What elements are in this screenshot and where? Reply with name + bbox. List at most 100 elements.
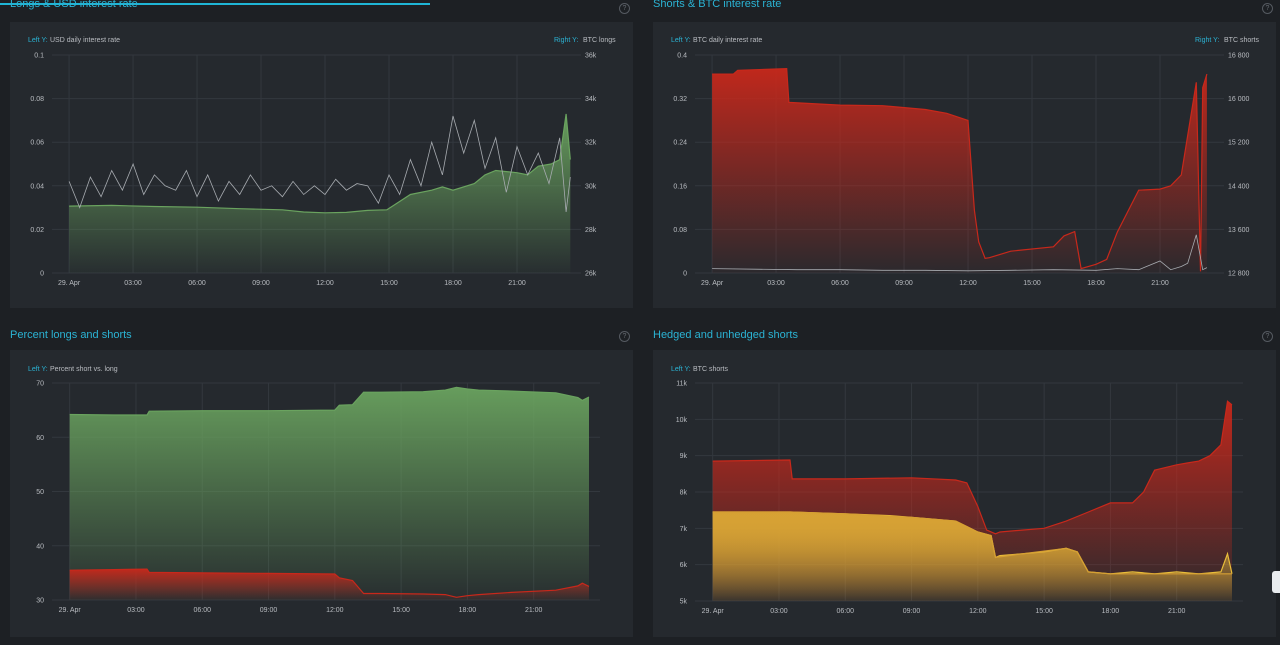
series-line-usd-daily-interest-rate	[68, 115, 571, 213]
x-tick-label: 18:00	[1087, 280, 1105, 287]
x-tick-label: 15:00	[1035, 608, 1053, 615]
y-right-tick-label: 28k	[585, 227, 597, 234]
y-right-tick-label: 14 400	[1228, 183, 1250, 190]
x-tick-label: 21:00	[508, 280, 526, 287]
y-left-tick-label: 40	[36, 543, 44, 550]
left-axis-label: BTC daily interest rate	[693, 37, 762, 44]
help-icon[interactable]: ?	[619, 3, 630, 14]
y-left-tick-label: 10k	[676, 417, 688, 424]
y-left-tick-label: 0.04	[30, 183, 44, 190]
y-left-tick-label: 70	[36, 381, 44, 388]
left-axis-label: BTC shorts	[693, 366, 729, 373]
y-right-tick-label: 13 600	[1228, 227, 1250, 234]
x-tick-label: 12:00	[316, 280, 334, 287]
y-right-tick-label: 34k	[585, 96, 597, 103]
y-left-tick-label: 0.08	[673, 227, 687, 234]
right-axis-key: Right Y:	[554, 37, 578, 44]
section-title-shorts-btc: Shorts & BTC interest rate	[653, 0, 782, 10]
y-left-tick-label: 7k	[680, 526, 688, 533]
x-tick-label: 09:00	[252, 280, 270, 287]
series-line-percent-short	[69, 568, 590, 598]
chart-panel-hedged: Left Y: BTC shorts 5k 6k 7k 8k 9k 10k 11k 29. A…	[653, 350, 1276, 637]
chart-panel-longs-usd: Left Y: USD daily interest rate Right Y:…	[10, 22, 633, 308]
x-tick-label: 09:00	[903, 608, 921, 615]
y-left-tick-label: 0.24	[673, 140, 687, 147]
section-title-longs-usd: Longs & USD interest rate	[10, 0, 138, 10]
chart-panel-percent: Left Y: Percent short vs. long 30 40 50 60 7…	[10, 350, 633, 637]
x-tick-label: 18:00	[459, 607, 477, 614]
x-tick-label: 15:00	[392, 607, 410, 614]
series-line-hedged-shorts	[712, 511, 1232, 575]
left-axis-key: Left Y:	[671, 366, 691, 373]
y-left-tick-label: 30	[36, 598, 44, 605]
x-tick-label: 29. Apr	[701, 280, 724, 287]
y-left-tick-label: 0	[40, 271, 44, 278]
x-tick-label: 12:00	[959, 280, 977, 287]
y-right-tick-label: 32k	[585, 140, 597, 147]
y-left-tick-label: 0.1	[34, 53, 44, 60]
active-tab-indicator	[0, 3, 430, 5]
y-left-tick-label: 11k	[676, 381, 687, 388]
y-left-tick-label: 50	[36, 489, 44, 496]
x-tick-label: 03:00	[770, 608, 788, 615]
chart-shorts-btc: Left Y: BTC daily interest rate Right Y:…	[671, 37, 1260, 287]
left-axis-key: Left Y:	[28, 366, 48, 373]
y-left-tick-label: 0.16	[673, 183, 687, 190]
x-tick-label: 03:00	[127, 607, 145, 614]
x-tick-label: 21:00	[525, 607, 543, 614]
series-line-percent-long	[69, 386, 590, 416]
x-tick-label: 06:00	[193, 607, 211, 614]
x-tick-label: 12:00	[326, 607, 344, 614]
x-tick-label: 09:00	[260, 607, 278, 614]
chart-hedged: Left Y: BTC shorts 5k 6k 7k 8k 9k 10k 11k 29. A…	[671, 366, 1243, 615]
x-tick-label: 12:00	[969, 608, 987, 615]
y-left-tick-label: 60	[36, 435, 44, 442]
chart-panel-shorts-btc: Left Y: BTC daily interest rate Right Y:…	[653, 22, 1276, 308]
y-left-tick-label: 0.4	[677, 53, 687, 60]
right-axis-label: BTC longs	[583, 37, 616, 44]
series-area-percent-long	[69, 387, 589, 600]
x-tick-label: 29. Apr	[702, 608, 725, 615]
right-axis-label: BTC shorts	[1224, 37, 1260, 44]
y-right-tick-label: 12 800	[1228, 271, 1250, 278]
x-tick-label: 15:00	[1023, 280, 1041, 287]
help-icon[interactable]: ?	[619, 331, 630, 342]
y-left-tick-label: 0.02	[30, 227, 44, 234]
x-tick-label: 18:00	[444, 280, 462, 287]
y-right-tick-label: 30k	[585, 183, 597, 190]
x-tick-label: 06:00	[836, 608, 854, 615]
x-tick-label: 03:00	[767, 280, 785, 287]
series-area-hedged-shorts	[712, 512, 1232, 601]
x-tick-label: 21:00	[1151, 280, 1169, 287]
section-title-hedged: Hedged and unhedged shorts	[653, 329, 798, 341]
y-left-tick-label: 8k	[680, 490, 688, 497]
series-line-btc-shorts	[712, 67, 1208, 272]
y-right-tick-label: 16 800	[1228, 53, 1250, 60]
x-tick-label: 29. Apr	[58, 280, 81, 287]
side-scroll-tab[interactable]	[1272, 571, 1280, 593]
y-left-tick-label: 0.08	[30, 96, 44, 103]
series-area-percent-short	[69, 569, 589, 600]
series-area-btc-shorts	[712, 68, 1207, 273]
y-left-tick-label: 9k	[680, 453, 688, 460]
x-tick-label: 06:00	[188, 280, 206, 287]
series-line-total-shorts	[712, 400, 1233, 535]
y-left-tick-label: 5k	[680, 599, 688, 606]
section-title-percent: Percent longs and shorts	[10, 329, 132, 341]
y-left-tick-label: 0.06	[30, 140, 44, 147]
chart-longs-usd: Left Y: USD daily interest rate Right Y:…	[28, 37, 616, 287]
x-tick-label: 21:00	[1168, 608, 1186, 615]
right-axis-key: Right Y:	[1195, 37, 1219, 44]
y-right-tick-label: 26k	[585, 271, 597, 278]
left-axis-label: USD daily interest rate	[50, 37, 120, 44]
y-left-tick-label: 0.32	[673, 96, 687, 103]
x-tick-label: 09:00	[895, 280, 913, 287]
y-left-tick-label: 6k	[680, 562, 688, 569]
help-icon[interactable]: ?	[1262, 3, 1273, 14]
left-axis-key: Left Y:	[28, 37, 48, 44]
left-axis-key: Left Y:	[671, 37, 691, 44]
y-right-tick-label: 15 200	[1228, 140, 1250, 147]
x-tick-label: 15:00	[380, 280, 398, 287]
x-tick-label: 06:00	[831, 280, 849, 287]
help-icon[interactable]: ?	[1262, 331, 1273, 342]
